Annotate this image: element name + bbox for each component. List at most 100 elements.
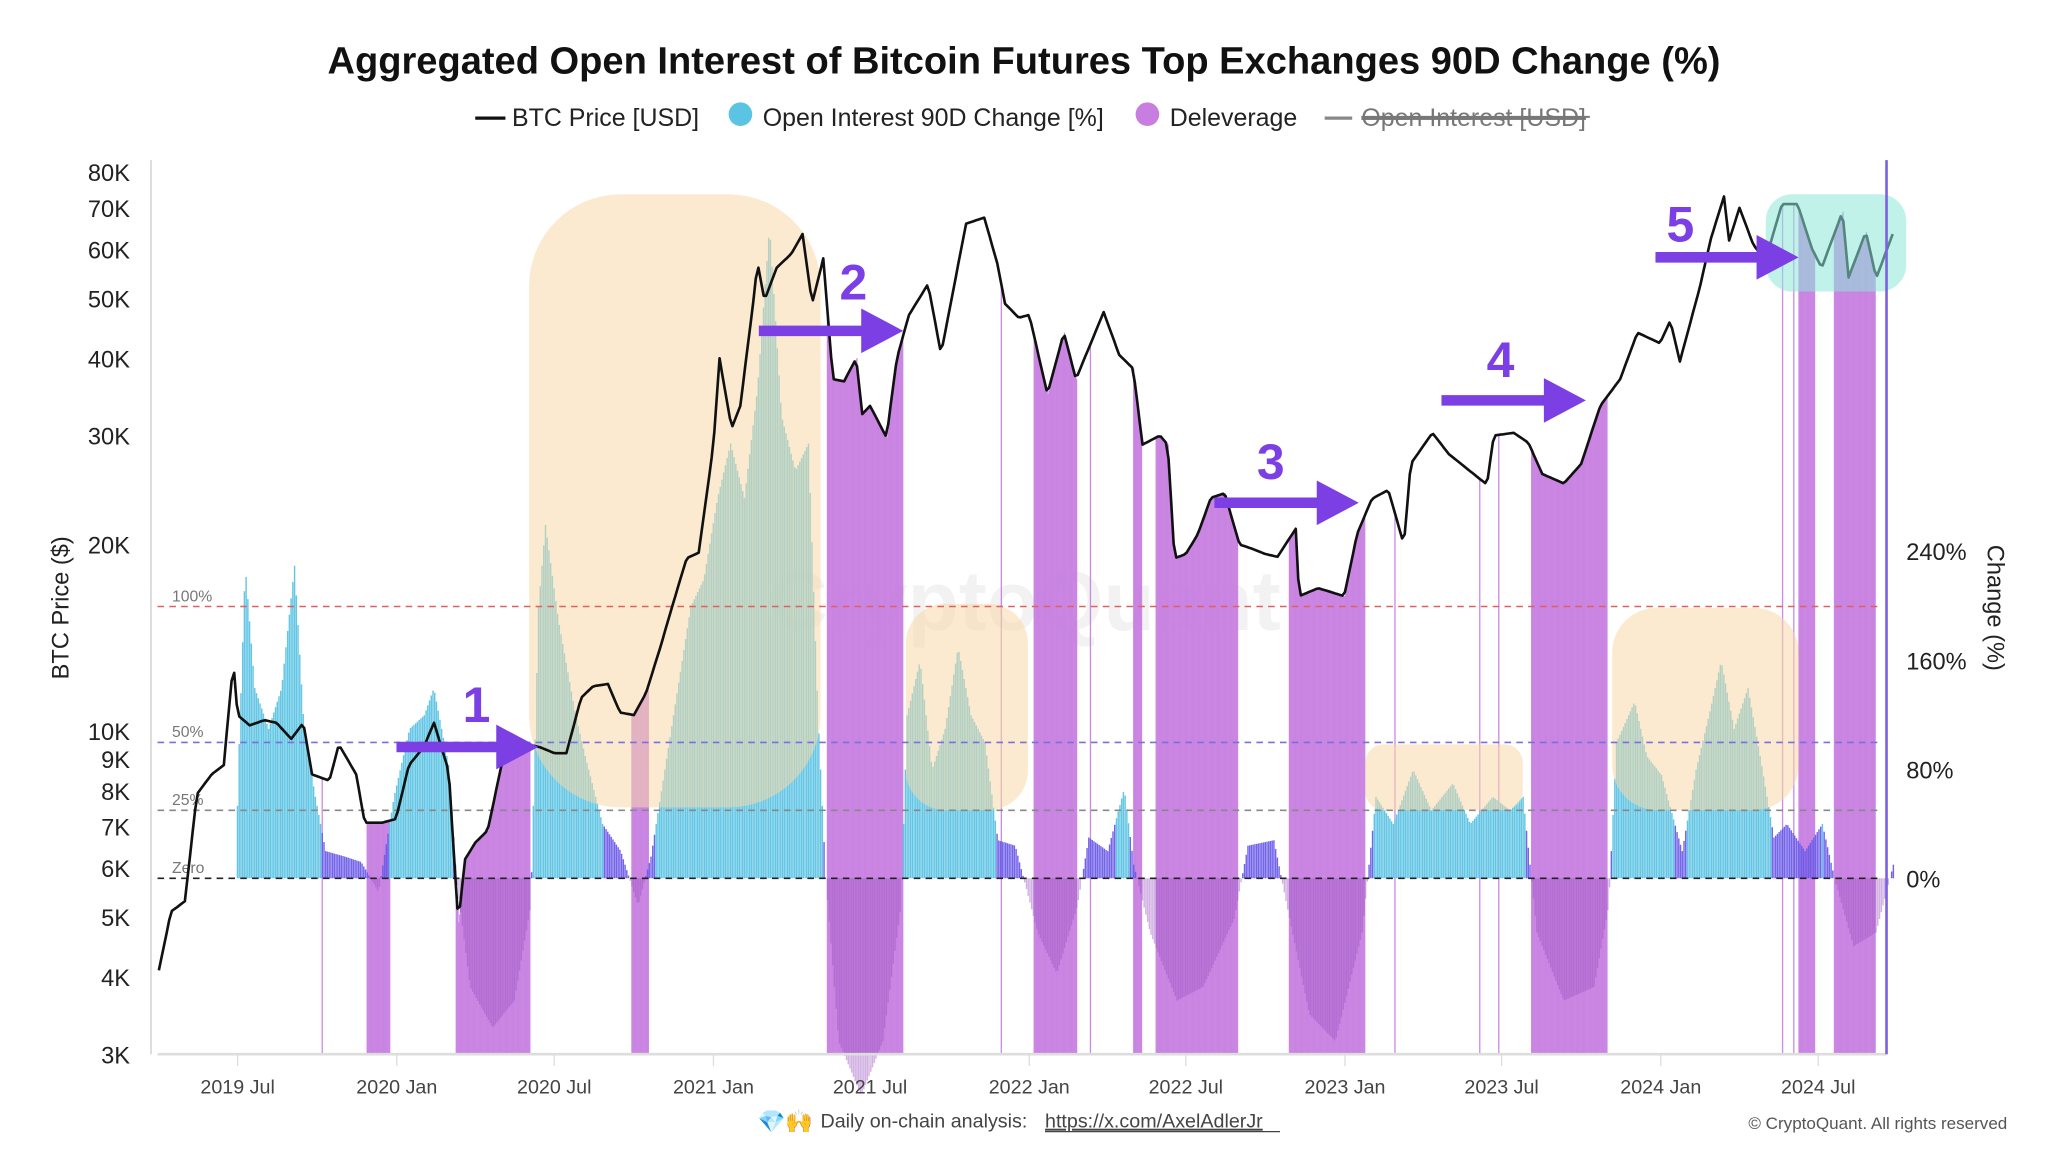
oi-change-bar bbox=[487, 878, 490, 1020]
oi-change-bar bbox=[1434, 805, 1436, 879]
oi-change-bar bbox=[1761, 766, 1763, 879]
oi-change-bar bbox=[1892, 864, 1895, 879]
oi-change-bar bbox=[380, 876, 382, 879]
oi-change-bar bbox=[1880, 878, 1882, 913]
deleverage-bar bbox=[1575, 470, 1577, 1055]
oi-change-bar bbox=[1858, 878, 1860, 944]
oi-change-bar bbox=[1536, 878, 1538, 933]
oi-change-bar bbox=[1254, 844, 1256, 879]
legend-item-btc-price[interactable]: BTC Price [USD] bbox=[475, 104, 699, 132]
deleverage-bar bbox=[1839, 221, 1841, 1055]
deleverage-bar bbox=[1203, 519, 1205, 1055]
oi-change-bar bbox=[522, 878, 524, 951]
deleverage-bar bbox=[1306, 592, 1309, 1055]
deleverage-bar bbox=[1535, 458, 1537, 1055]
deleverage-bar bbox=[1049, 384, 1052, 1055]
oi-change-bar bbox=[1453, 785, 1455, 879]
deleverage-bar bbox=[832, 379, 835, 1055]
oi-change-bar bbox=[305, 744, 308, 879]
y-left-tick-label: 3K bbox=[101, 1043, 130, 1069]
deleverage-band bbox=[1133, 368, 1143, 1055]
oi-change-bar bbox=[1332, 878, 1334, 1039]
oi-change-bar bbox=[1027, 878, 1029, 896]
deleverage-bar bbox=[1554, 479, 1556, 1055]
legend-item-oi-change[interactable]: Open Interest 90D Change [%] bbox=[728, 102, 1104, 132]
footer-link[interactable]: https://x.com/AxelAdlerJr bbox=[1045, 1111, 1263, 1133]
oi-change-bar bbox=[1245, 854, 1247, 879]
oi-change-bar bbox=[1416, 779, 1419, 879]
oi-change-bar bbox=[1103, 848, 1106, 879]
oi-change-bar bbox=[1373, 813, 1376, 879]
oi-change-bar bbox=[1316, 878, 1318, 1023]
deleverage-bar bbox=[1170, 487, 1172, 1055]
deleverage-bar bbox=[642, 699, 644, 1055]
deleverage-bar bbox=[846, 376, 848, 1055]
deleverage-bar bbox=[1355, 542, 1357, 1055]
oi-change-bar bbox=[1672, 819, 1675, 879]
oi-change-bar bbox=[880, 878, 882, 1046]
deleverage-bar bbox=[486, 831, 489, 1055]
y-left-tick-label: 60K bbox=[88, 238, 130, 264]
deleverage-bar bbox=[1558, 481, 1561, 1055]
oi-change-bar bbox=[446, 755, 448, 879]
deleverage-bar bbox=[1139, 423, 1142, 1055]
oi-change-bar bbox=[864, 878, 867, 1085]
deleverage-bar bbox=[526, 743, 528, 1055]
oi-change-bar bbox=[1247, 845, 1249, 879]
deleverage-bar bbox=[514, 739, 516, 1055]
oi-change-bar bbox=[1472, 820, 1474, 879]
oi-change-bar bbox=[873, 878, 875, 1064]
deleverage-bar bbox=[881, 427, 883, 1055]
deleverage-bar bbox=[1180, 555, 1182, 1055]
deleverage-bar bbox=[1858, 250, 1861, 1055]
deleverage-bar bbox=[872, 410, 874, 1055]
deleverage-bar bbox=[1851, 268, 1854, 1055]
oi-change-bar bbox=[297, 625, 299, 879]
oi-change-bar bbox=[1319, 878, 1322, 1026]
deleverage-bar bbox=[371, 822, 374, 1055]
deleverage-bar bbox=[1292, 534, 1294, 1055]
deleverage-bar bbox=[472, 846, 475, 1055]
oi-change-bar bbox=[1079, 878, 1081, 890]
oi-change-bar bbox=[613, 842, 616, 879]
deleverage-bar bbox=[896, 358, 899, 1055]
deleverage-bar bbox=[1873, 266, 1875, 1055]
deleverage-bar bbox=[889, 410, 892, 1055]
oi-change-bar bbox=[401, 762, 403, 879]
deleverage-bar bbox=[1049, 387, 1051, 1055]
deleverage-bar bbox=[1858, 252, 1860, 1055]
oi-change-bar bbox=[250, 643, 253, 879]
oi-change-bar bbox=[1371, 830, 1374, 879]
oi-change-bar bbox=[1588, 878, 1590, 990]
deleverage-bar bbox=[1542, 473, 1544, 1055]
deleverage-bar bbox=[1060, 345, 1062, 1055]
oi-change-bar bbox=[1240, 878, 1242, 883]
oi-change-bar bbox=[1345, 878, 1348, 996]
deleverage-bar bbox=[1593, 426, 1595, 1055]
oi-change-bar bbox=[442, 737, 445, 879]
deleverage-bar bbox=[1595, 421, 1597, 1055]
deleverage-bar bbox=[1851, 270, 1853, 1055]
oi-change-bar bbox=[1262, 842, 1265, 879]
oi-change-bar bbox=[588, 769, 590, 879]
deleverage-bar bbox=[831, 357, 833, 1055]
deleverage-bar bbox=[841, 380, 843, 1055]
deleverage-bar bbox=[1577, 467, 1580, 1055]
deleverage-bar bbox=[1848, 277, 1850, 1055]
oi-change-bar bbox=[851, 878, 853, 1073]
oi-change-bar bbox=[1591, 878, 1594, 988]
deleverage-bar bbox=[459, 914, 461, 1055]
oi-change-bar bbox=[1499, 802, 1502, 879]
oi-change-bar bbox=[1659, 772, 1661, 879]
deleverage-bar bbox=[483, 834, 485, 1055]
deleverage-bar bbox=[466, 856, 469, 1055]
deleverage-bar bbox=[1601, 404, 1603, 1055]
deleverage-bar bbox=[1844, 230, 1846, 1055]
legend-item-open-interest[interactable]: Open Interest [USD] bbox=[1324, 104, 1590, 132]
deleverage-bar bbox=[1330, 591, 1332, 1055]
oi-change-bar bbox=[1075, 878, 1078, 909]
legend-item-deleverage[interactable]: Deleverage bbox=[1135, 102, 1298, 132]
deleverage-bar bbox=[1356, 538, 1358, 1055]
deleverage-bar bbox=[1341, 595, 1343, 1055]
oi-change-bar bbox=[577, 726, 580, 879]
